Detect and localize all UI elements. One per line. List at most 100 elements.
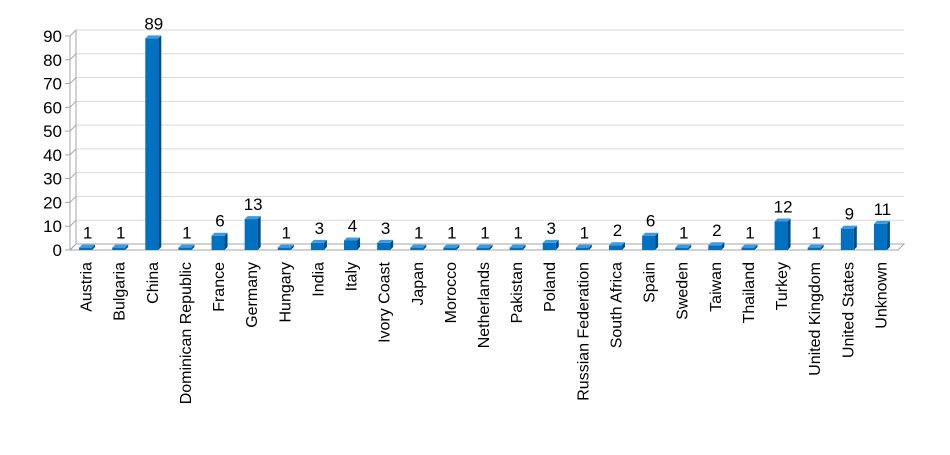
x-tick-label: Morocco <box>443 262 460 323</box>
bar-top <box>112 244 129 248</box>
gridline-side <box>69 124 77 132</box>
data-label: 9 <box>845 205 854 224</box>
x-tick-label: Ivory Coast <box>377 261 394 342</box>
x-tick-label: Italy <box>344 262 361 291</box>
x-tick-label: Turkey <box>774 262 791 310</box>
data-label: 13 <box>244 195 263 214</box>
bar-top <box>741 244 758 248</box>
x-tick-label: United States <box>840 262 857 358</box>
x-tick-label: United Kingdom <box>807 262 824 376</box>
bar <box>377 242 391 250</box>
bar <box>509 247 523 250</box>
axes <box>65 30 906 251</box>
bar <box>840 228 854 250</box>
gridline-side <box>69 196 77 203</box>
gridlines <box>69 29 904 251</box>
x-axis-floor <box>68 243 906 251</box>
bar-side <box>555 239 559 250</box>
bar-top <box>542 239 559 243</box>
y-tick-label: 20 <box>43 193 62 212</box>
bar-side <box>323 239 327 250</box>
data-label: 1 <box>513 224 522 243</box>
data-label: 1 <box>679 224 688 243</box>
x-tick-label: Russian Federation <box>575 262 592 401</box>
bar <box>476 247 490 250</box>
data-label: 4 <box>348 216 357 235</box>
bar <box>145 38 159 250</box>
bar-side <box>588 244 592 250</box>
data-label: 1 <box>116 224 125 243</box>
y-tick-label: 60 <box>43 98 62 117</box>
bar-top <box>145 35 162 39</box>
data-label: 1 <box>282 224 291 243</box>
x-tick-label: South Africa <box>608 262 625 348</box>
bar-top <box>377 239 394 243</box>
data-label: 1 <box>83 224 92 243</box>
bar <box>741 247 755 250</box>
bar-top <box>608 242 625 246</box>
y-tick-label: 80 <box>43 51 62 70</box>
x-tick-label: Pakistan <box>509 262 526 323</box>
x-tick-label: India <box>310 262 327 297</box>
data-label: 6 <box>646 212 655 231</box>
x-tick-label: Poland <box>542 262 559 312</box>
data-label: 89 <box>144 14 163 33</box>
bar-side <box>224 232 228 250</box>
bar-side <box>621 242 625 250</box>
data-label: 1 <box>414 224 423 243</box>
y-tick-label: 0 <box>53 241 62 260</box>
bar <box>178 247 192 250</box>
bar-top <box>410 244 427 248</box>
data-label: 12 <box>774 197 793 216</box>
bar-top <box>310 239 327 243</box>
bar <box>211 235 225 250</box>
bar-side <box>721 242 725 250</box>
bar <box>310 242 324 250</box>
bar-side <box>655 232 659 250</box>
bar <box>807 247 821 250</box>
x-tick-label: Taiwan <box>708 262 725 312</box>
bar-top <box>178 244 195 248</box>
gridline-side <box>69 100 77 108</box>
x-tick-label: Unknown <box>873 262 890 329</box>
bar <box>873 223 887 250</box>
x-tick-label: Bulgaria <box>112 262 129 321</box>
data-label: 1 <box>480 224 489 243</box>
x-tick-label: China <box>145 262 162 304</box>
bar-side <box>390 239 394 250</box>
bar <box>608 245 622 250</box>
data-label: 6 <box>215 212 224 231</box>
bar <box>575 247 589 250</box>
gridline-side <box>69 172 77 180</box>
bar-top <box>344 237 361 241</box>
y-tick-label: 90 <box>43 27 62 46</box>
y-tick-label: 30 <box>43 170 62 189</box>
data-label: 1 <box>182 224 191 243</box>
bar-top <box>509 244 526 248</box>
bar-side <box>125 244 129 250</box>
bar <box>79 247 93 250</box>
gridline-side <box>69 53 77 61</box>
x-tick-label: Dominican Republic <box>178 262 195 404</box>
x-tick-labels: Austria Bulgaria China Dominican Republic Fr… <box>79 261 891 404</box>
bar-side <box>257 216 261 250</box>
bar-top <box>476 244 493 248</box>
gridline-side <box>69 29 77 37</box>
bar-side <box>886 220 890 250</box>
bar-top <box>807 244 824 248</box>
bar-side <box>754 244 758 250</box>
bar-top <box>873 220 890 224</box>
x-tick-label: Spain <box>642 262 659 303</box>
bar-top <box>277 244 294 248</box>
bar <box>244 219 258 250</box>
data-label: 1 <box>811 224 820 243</box>
bar-top <box>211 232 228 236</box>
y-tick-label: 50 <box>43 122 62 141</box>
bar-side <box>820 244 824 250</box>
bar-side <box>290 244 294 250</box>
bar-top <box>642 232 659 236</box>
data-label: 1 <box>745 224 754 243</box>
bar-top <box>708 242 725 246</box>
bar-side <box>158 35 162 250</box>
